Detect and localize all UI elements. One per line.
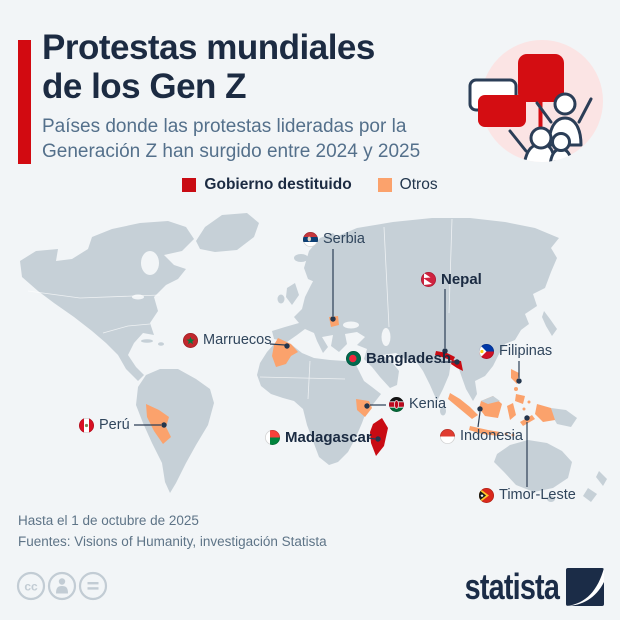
country-label-peru: Perú [79, 417, 130, 433]
country-label-indonesia: Indonesia [440, 428, 523, 444]
indonesia-flag-icon [440, 428, 455, 444]
legend-item-gobierno-destituido: Gobierno destituido [182, 176, 352, 194]
subtitle-line-1: Países donde las protestas lideradas por… [42, 116, 407, 137]
philippines-flag-icon [479, 343, 494, 359]
equal-sign-icon [78, 571, 108, 601]
country-name: Timor-Leste [499, 487, 576, 503]
legend: Gobierno destituido Otros [0, 176, 620, 194]
statista-logo-mark [566, 568, 604, 606]
world-map [0, 205, 620, 515]
country-name: Nepal [441, 271, 482, 288]
country-label-timor-leste: Timor-Leste [479, 487, 576, 503]
footer-note: Hasta el 1 de octubre de 2025 [18, 513, 199, 528]
country-label-serbia: Serbia [303, 231, 365, 247]
legend-label: Gobierno destituido [204, 176, 352, 193]
country-name: Marruecos [203, 332, 272, 348]
page-title: Protestas mundiales de los Gen Z [42, 28, 375, 106]
timor-leste-flag-icon [479, 487, 494, 503]
title-accent-bar [18, 40, 31, 164]
serbia-flag-icon [303, 231, 318, 247]
protest-placards-crowd-icon [466, 38, 606, 170]
country-label-madagascar: Madagascar [265, 429, 372, 446]
page-subtitle: Países donde las protestas lideradas por… [42, 114, 420, 164]
madagascar-flag-icon [265, 430, 280, 445]
statista-wordmark: statista [464, 566, 560, 607]
attribution-person-icon [47, 571, 77, 601]
footer-sources: Fuentes: Visions of Humanity, investigac… [18, 534, 327, 549]
country-name: Madagascar [285, 429, 372, 446]
country-name: Serbia [323, 231, 365, 247]
country-label-kenia: Kenia [389, 396, 446, 412]
legend-swatch-red [182, 178, 197, 192]
legend-label: Otros [399, 176, 438, 193]
footer: Hasta el 1 de octubre de 2025 Fuentes: V… [18, 510, 327, 552]
country-name: Filipinas [499, 343, 553, 359]
country-label-bangladesh: Bangladesh [346, 350, 451, 367]
country-name: Indonesia [460, 428, 523, 444]
peru-flag-icon [79, 417, 94, 433]
country-name: Kenia [409, 396, 447, 412]
legend-swatch-orange [377, 178, 392, 192]
title-line-2: de los Gen Z [42, 67, 247, 106]
country-label-nepal: Nepal [421, 271, 482, 288]
svg-text:cc: cc [24, 580, 38, 594]
kenya-flag-icon [389, 396, 404, 412]
subtitle-line-2: Generación Z han surgido entre 2024 y 20… [42, 141, 421, 162]
cc-license-badge[interactable]: cc [16, 571, 108, 606]
nepal-flag-icon [421, 272, 436, 287]
bangladesh-flag-icon [346, 351, 361, 366]
cc-icon [16, 571, 46, 601]
country-label-filipinas: Filipinas [479, 343, 552, 359]
country-name: Bangladesh [366, 350, 452, 367]
country-name: Perú [99, 417, 130, 433]
legend-item-otros: Otros [377, 176, 438, 194]
country-label-marruecos: Marruecos [183, 332, 272, 348]
morocco-flag-icon [183, 332, 198, 348]
title-line-1: Protestas mundiales [42, 28, 375, 67]
statista-logo[interactable]: statista [441, 566, 604, 608]
